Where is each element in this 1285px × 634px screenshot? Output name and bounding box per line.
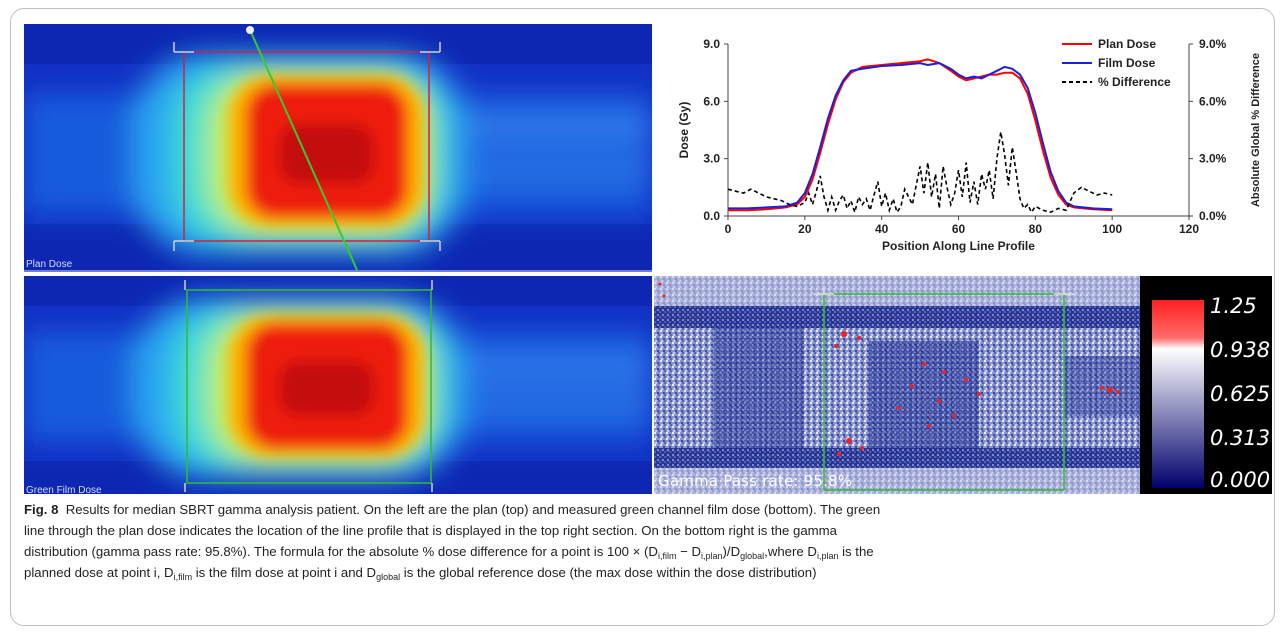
colorbar-label: 0.938 <box>1210 338 1271 362</box>
y-tick-label: 9.0 <box>703 37 720 51</box>
y2-tick-label: 6.0% <box>1199 94 1227 108</box>
subscript: global <box>376 572 401 582</box>
figure-caption: Fig. 8 Results for median SBRT gamma ana… <box>24 499 1264 583</box>
series-line <box>728 58 1113 212</box>
x-tick-label: 120 <box>1179 222 1199 236</box>
chart-legend: Plan Dose Film Dose % Difference <box>1062 37 1171 89</box>
y-axis-label: Dose (Gy) <box>677 102 691 159</box>
series-line <box>727 131 1113 216</box>
figure-number: Fig. 8 <box>24 502 59 517</box>
colorbar-label: 0.313 <box>1210 426 1271 450</box>
gamma-map: Gamma Pass rate: 95.8% <box>654 276 1140 494</box>
y2-tick-label: 9.0% <box>1199 37 1227 51</box>
series-line <box>728 62 1113 211</box>
y-tick-label: 6.0 <box>703 94 720 108</box>
film-dose-map: Green Film Dose <box>24 276 652 494</box>
x-axis-label: Position Along Line Profile <box>882 239 1035 253</box>
subscript: global <box>740 551 765 561</box>
caption-text: is the global reference dose (the max do… <box>400 565 817 580</box>
colorbar-label: 0.625 <box>1210 382 1271 406</box>
y-tick-label: 0.0 <box>703 209 720 223</box>
subscript: i,plan <box>816 551 839 561</box>
x-tick-label: 0 <box>725 222 732 236</box>
colorbar-label: 1.25 <box>1210 294 1257 318</box>
x-tick-label: 100 <box>1102 222 1122 236</box>
subscript: i,film <box>173 572 193 582</box>
subscript: i,film <box>657 551 677 561</box>
caption-text: )/D <box>722 544 741 559</box>
film-dose-label: Green Film Dose <box>26 485 102 494</box>
plan-dose-map: Plan Dose <box>24 24 652 272</box>
caption-text: planned dose at point i, D <box>24 565 174 580</box>
gamma-pass-rate: Gamma Pass rate: 95.8% <box>658 472 853 490</box>
x-tick-label: 60 <box>952 222 966 236</box>
x-tick-label: 80 <box>1029 222 1043 236</box>
y-tick-label: 3.0 <box>703 152 720 166</box>
legend-label: Film Dose <box>1098 56 1156 70</box>
chart-series <box>727 58 1113 216</box>
y2-tick-label: 3.0% <box>1199 152 1227 166</box>
plan-dose-label: Plan Dose <box>26 259 73 270</box>
gamma-colorbar: 1.25 0.938 0.625 0.313 0.000 <box>1140 276 1272 494</box>
y2-axis-label: Absolute Global % Difference <box>1250 53 1262 207</box>
caption-text: − D <box>676 544 702 559</box>
legend-label: Plan Dose <box>1098 37 1156 51</box>
subscript: i,plan <box>701 551 723 561</box>
legend-label: % Difference <box>1098 75 1171 89</box>
line-profile-chart: 0 20 40 60 80 100 120 0.0 3.0 6.0 9.0 0.0% 3.0% 6.0% 9… <box>654 24 1272 272</box>
x-tick-label: 20 <box>798 222 812 236</box>
chart-axes: 0 20 40 60 80 100 120 0.0 3.0 6.0 9.0 0.0% 3.0% 6.0% 9… <box>677 37 1262 253</box>
caption-text: distribution (gamma pass rate: 95.8%). T… <box>24 544 658 559</box>
caption-text: is the film dose at point i and D <box>192 565 377 580</box>
caption-text: line through the plan dose indicates the… <box>24 523 837 538</box>
x-tick-label: 40 <box>875 222 889 236</box>
colorbar-label: 0.000 <box>1210 468 1271 492</box>
caption-text: is the <box>838 544 874 559</box>
caption-text: Results for median SBRT gamma analysis p… <box>65 502 881 517</box>
y2-tick-label: 0.0% <box>1199 209 1227 223</box>
caption-text: ,where D <box>764 544 817 559</box>
